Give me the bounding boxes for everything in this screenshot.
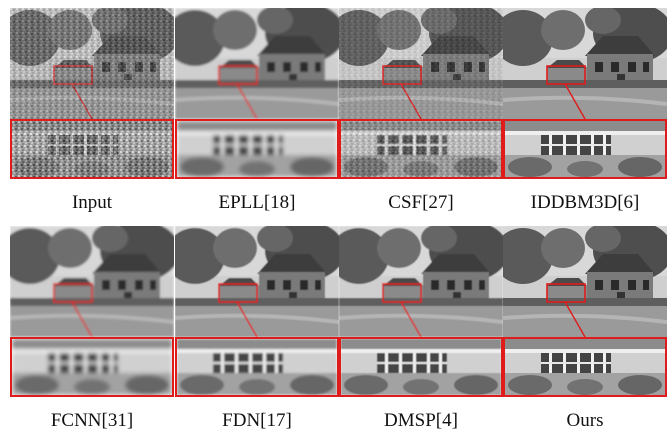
house-photo xyxy=(10,226,174,337)
house-photo xyxy=(175,226,339,337)
panel-dmsp xyxy=(339,226,503,397)
caption-dmsp: DMSP[4] xyxy=(384,410,458,431)
caption-epll: EPLL[18] xyxy=(218,192,296,213)
panel-csf xyxy=(339,8,503,179)
caption-iddbm3d: IDDBM3D[6] xyxy=(530,192,640,213)
house-photo xyxy=(339,226,503,337)
panel-fcnn xyxy=(10,226,174,397)
panel-iddbm3d xyxy=(503,8,667,179)
caption-fcnn: FCNN[31] xyxy=(50,410,134,431)
house-photo xyxy=(339,8,503,119)
caption-csf: CSF[27] xyxy=(388,192,454,213)
zoom-inset xyxy=(503,337,667,397)
house-photo xyxy=(503,8,667,119)
panel-epll xyxy=(175,8,339,179)
panel-input xyxy=(10,8,174,179)
caption-fdn: FDN[17] xyxy=(222,410,292,431)
zoom-inset xyxy=(175,337,339,397)
zoom-inset xyxy=(10,119,174,179)
zoom-inset xyxy=(339,119,503,179)
zoom-inset xyxy=(503,119,667,179)
house-photo xyxy=(175,8,339,119)
zoom-inset xyxy=(339,337,503,397)
house-photo xyxy=(503,226,667,337)
zoom-inset xyxy=(10,337,174,397)
zoom-inset xyxy=(175,119,339,179)
panel-ours xyxy=(503,226,667,397)
house-photo xyxy=(10,8,174,119)
caption-ours: Ours xyxy=(566,410,604,431)
panel-fdn xyxy=(175,226,339,397)
caption-input: Input xyxy=(71,192,113,213)
